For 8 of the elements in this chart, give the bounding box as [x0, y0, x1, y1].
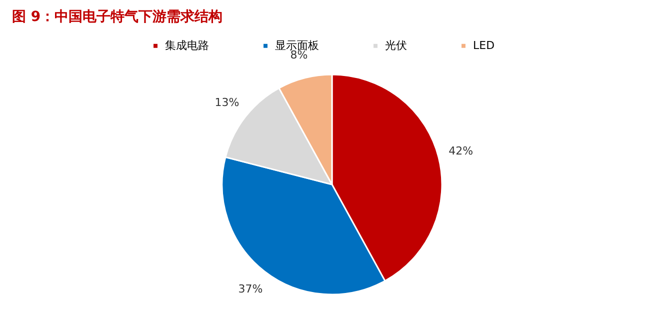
legend-label: 集成电路: [165, 38, 209, 52]
legend-label: 显示面板: [275, 38, 319, 52]
data-label: 13%: [214, 96, 240, 109]
legend-label: LED: [473, 38, 495, 52]
chart-title: 图 9：中国电子特气下游需求结构: [12, 9, 223, 25]
data-label: 42%: [448, 144, 474, 158]
data-label: 37%: [238, 282, 263, 296]
legend-label: 光伏: [385, 38, 407, 52]
